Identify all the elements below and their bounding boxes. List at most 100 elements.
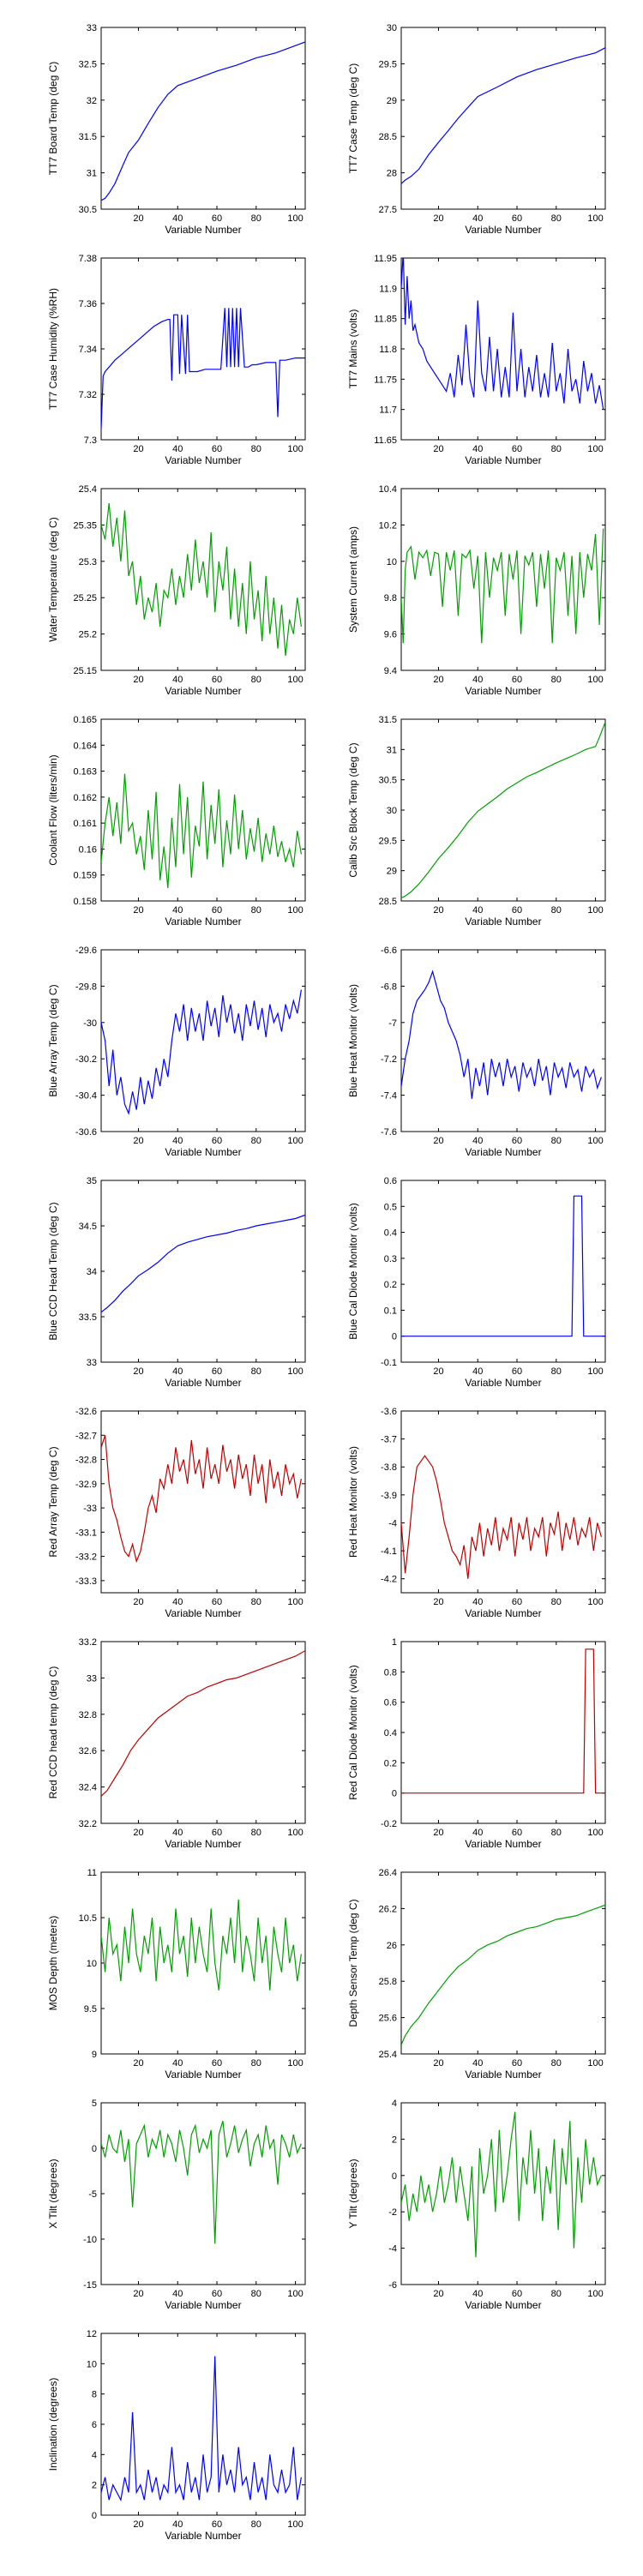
x-tick-label: 100 <box>287 2058 303 2069</box>
y-tick-label: 29 <box>387 867 397 877</box>
series-line-1 <box>401 528 604 644</box>
y-tick-label: 0.163 <box>73 767 97 778</box>
y-tick-label: 31.5 <box>79 132 97 142</box>
x-tick-label: 100 <box>587 1136 603 1146</box>
x-tick-label: 40 <box>472 444 483 454</box>
x-tick-label: 100 <box>587 444 603 454</box>
axes-frame <box>400 27 606 210</box>
x-axis-label: Variable Number <box>165 2299 241 2311</box>
y-axis-label: TT7 Mains (volts) <box>347 309 359 389</box>
y-tick-label: -30.2 <box>75 1054 97 1065</box>
x-tick-label: 80 <box>251 1366 261 1377</box>
x-tick-label: 100 <box>287 1136 303 1146</box>
y-tick-label: 25.35 <box>73 520 97 531</box>
y-tick-label: 28 <box>387 169 397 179</box>
x-tick-label: 80 <box>551 444 562 454</box>
x-tick-label: 20 <box>433 2058 443 2069</box>
y-tick-label: 12 <box>87 2329 97 2339</box>
x-tick-label: 20 <box>433 1136 443 1146</box>
y-tick-label: -30 <box>83 1018 97 1029</box>
axes-frame <box>100 488 306 671</box>
y-tick-label: 2 <box>392 2135 397 2145</box>
y-tick-label: 0.6 <box>384 1698 397 1708</box>
y-axis-label: MOS Depth (meters) <box>47 1916 59 2011</box>
series-line-1 <box>101 2121 302 2244</box>
y-tick-label: 1 <box>392 1637 397 1648</box>
series-line-1 <box>101 1899 302 1991</box>
series-line-1 <box>101 1435 302 1564</box>
y-tick-label: -7 <box>388 1018 397 1029</box>
chart-panel-4: 20 40 60 80 100 11.65 11.7 11.75 11.8 11.85 11.9 11… <box>347 254 606 466</box>
y-axis-label: Blue Array Temp (deg C) <box>47 984 59 1096</box>
x-axis-label: Variable Number <box>165 685 241 697</box>
y-tick-label: 0 <box>392 2171 397 2182</box>
x-tick-label: 100 <box>587 905 603 916</box>
series-line-1 <box>101 1650 305 1797</box>
x-axis-label: Variable Number <box>165 2530 241 2542</box>
chart-panel-21: 20 40 60 80 100 0 2 4 6 8 10 12 Variable Number Incli… <box>47 2329 306 2542</box>
x-tick-label: 60 <box>212 2289 222 2299</box>
x-tick-label: 100 <box>587 1828 603 1838</box>
y-tick-label: 28.5 <box>379 897 397 907</box>
y-tick-label: -3.9 <box>381 1491 397 1501</box>
x-tick-label: 20 <box>133 905 143 916</box>
x-tick-label: 40 <box>472 1366 483 1377</box>
x-tick-label: 80 <box>251 444 261 454</box>
axes-frame <box>400 257 606 441</box>
x-tick-label: 40 <box>472 213 483 224</box>
chart-panel-9: 20 40 60 80 100 -30.6 -30.4 -30.2 -30 -29.8 -29.6 V… <box>47 946 306 1158</box>
y-tick-label: 11.85 <box>374 315 397 325</box>
x-axis-label: Variable Number <box>165 224 241 236</box>
y-tick-label: 25.15 <box>73 666 97 676</box>
y-tick-label: 28.5 <box>379 132 397 142</box>
x-tick-label: 100 <box>287 1597 303 1607</box>
y-tick-label: 31 <box>387 745 397 755</box>
x-tick-label: 40 <box>172 675 183 685</box>
x-tick-label: 60 <box>212 905 222 916</box>
axes-frame <box>100 2333 306 2516</box>
y-tick-label: -3.8 <box>381 1462 397 1473</box>
chart-panel-11: 20 40 60 80 100 33 33.5 34 34.5 35 Variable Number… <box>47 1176 306 1389</box>
y-axis-label: TT7 Board Temp (deg C) <box>47 62 59 176</box>
y-tick-label: 0.159 <box>73 871 97 881</box>
x-tick-label: 20 <box>433 675 443 685</box>
y-tick-label: 25.3 <box>79 557 97 567</box>
y-tick-label: 0.2 <box>384 1280 397 1290</box>
x-tick-label: 100 <box>287 905 303 916</box>
x-tick-label: 100 <box>587 2058 603 2069</box>
y-tick-label: 10 <box>87 1959 97 1969</box>
x-tick-label: 80 <box>551 213 562 224</box>
x-tick-label: 100 <box>587 1366 603 1377</box>
y-tick-label: -10 <box>83 2235 97 2245</box>
y-tick-label: 0.16 <box>79 844 97 855</box>
x-tick-label: 40 <box>472 1597 483 1607</box>
x-axis-label: Variable Number <box>165 1146 241 1158</box>
x-tick-label: 100 <box>587 2289 603 2299</box>
y-tick-label: 26.4 <box>379 1868 397 1878</box>
axes-frame <box>400 1180 606 1363</box>
chart-panel-14: 20 40 60 80 100 -4.2 -4.1 -4 -3.9 -3.8 -3.7 -3.6 Var… <box>347 1407 606 1619</box>
x-tick-label: 20 <box>133 1597 143 1607</box>
x-tick-label: 20 <box>433 1597 443 1607</box>
x-tick-label: 40 <box>172 1136 183 1146</box>
y-tick-label: 9.8 <box>384 593 397 603</box>
y-tick-label: 10 <box>87 2359 97 2369</box>
x-tick-label: 40 <box>172 1828 183 1838</box>
y-tick-label: 11 <box>87 1868 97 1878</box>
chart-panel-16: 20 40 60 80 100 -0.2 0 0.2 0.4 0.6 0.8 1 Variable Nu… <box>347 1637 606 1850</box>
y-tick-label: 0.4 <box>384 1728 397 1738</box>
y-axis-label: Y Tilt (degrees) <box>347 2159 359 2228</box>
x-tick-label: 60 <box>512 444 522 454</box>
y-tick-label: -5 <box>88 2189 97 2200</box>
y-tick-label: -3.6 <box>381 1407 397 1417</box>
x-tick-label: 20 <box>133 1366 143 1377</box>
y-tick-label: 0.5 <box>384 1202 397 1212</box>
y-tick-label: 25.2 <box>79 630 97 640</box>
x-tick-label: 40 <box>172 1597 183 1607</box>
x-tick-label: 80 <box>551 2058 562 2069</box>
y-tick-label: -32.6 <box>75 1407 97 1417</box>
y-axis-label: System Current (amps) <box>347 526 359 633</box>
y-tick-label: 7.34 <box>79 345 97 355</box>
x-tick-label: 60 <box>212 2058 222 2069</box>
axes-frame <box>100 257 306 441</box>
